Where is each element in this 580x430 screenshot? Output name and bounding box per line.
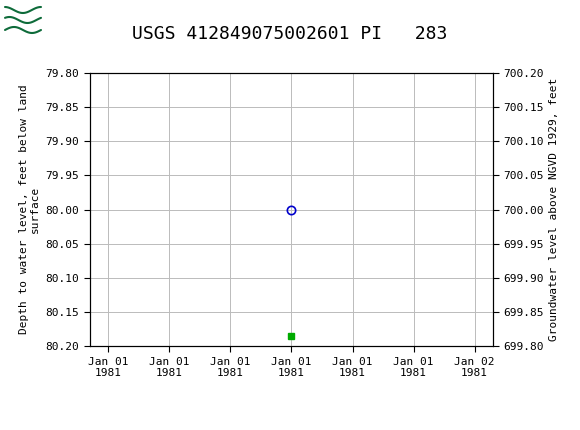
Y-axis label: Groundwater level above NGVD 1929, feet: Groundwater level above NGVD 1929, feet: [549, 78, 560, 341]
Y-axis label: Depth to water level, feet below land
surface: Depth to water level, feet below land su…: [19, 85, 40, 335]
Text: USGS: USGS: [46, 10, 106, 30]
Legend: Period of approved data: Period of approved data: [182, 427, 401, 430]
Text: USGS 412849075002601 PI   283: USGS 412849075002601 PI 283: [132, 25, 448, 43]
Bar: [4, 4, 42, 36]
